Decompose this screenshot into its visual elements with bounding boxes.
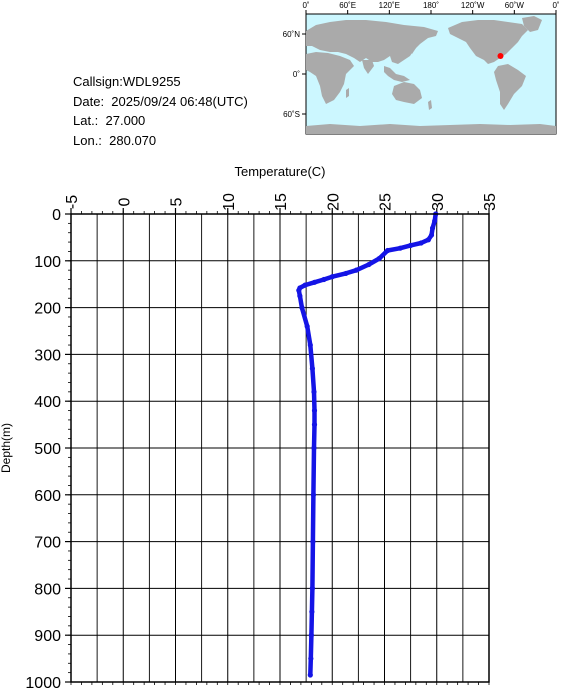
x-tick-label: -5 [64, 195, 81, 209]
landmass-indonesia [384, 66, 410, 82]
y-tick-label: 800 [34, 581, 61, 598]
data-point [408, 242, 414, 248]
data-point [310, 492, 317, 498]
x-tick-label: 0 [116, 197, 133, 206]
chart-ticks [65, 208, 490, 685]
chart-grid [71, 214, 489, 682]
map-lon-label: 120˚E [379, 1, 400, 10]
temperature-series [296, 211, 439, 678]
data-point [309, 609, 315, 615]
data-point [311, 422, 318, 428]
data-point [311, 407, 318, 414]
data-point [310, 539, 316, 545]
data-point [304, 323, 310, 329]
landmass-north-america [448, 20, 528, 64]
data-point [311, 445, 317, 451]
y-tick-label: 700 [34, 535, 61, 552]
map-lat-label: 0˚ [293, 70, 300, 79]
map-lon-ticks [305, 10, 557, 14]
world-map: 0˚ 60˚E 120˚E 180˚ 120˚W 60˚W 0˚ 60˚N 0˚ 60˚S [283, 1, 560, 135]
y-tick-label: 900 [34, 628, 61, 645]
data-point [397, 245, 403, 251]
map-lat-label: 60˚S [283, 110, 300, 119]
data-point [308, 656, 314, 662]
map-lon-label: 120˚W [461, 1, 485, 10]
landmass-madagascar [346, 88, 349, 98]
landmass-africa [306, 52, 354, 104]
map-lat-ticks [302, 33, 306, 115]
map-lon-label: 0˚ [302, 1, 309, 10]
x-tick-label: 10 [221, 193, 238, 211]
y-tick-label: 1000 [25, 675, 61, 690]
map-lat-label: 60˚N [283, 30, 301, 39]
data-point [311, 279, 318, 285]
data-point [366, 261, 372, 268]
landmass-antarctica [306, 124, 556, 134]
y-tick-label: 400 [34, 394, 61, 411]
x-axis-title: Temperature(C) [234, 164, 325, 179]
station-marker [497, 53, 504, 59]
y-axis-title: Depth(m) [0, 423, 13, 473]
y-tick-label: 500 [34, 441, 61, 458]
landmass-india [362, 60, 374, 74]
x-tick-label: 30 [430, 193, 447, 211]
landmass-greenland [522, 16, 542, 32]
y-tick-labels: 0 100 200 300 400 500 600 700 800 900 1000 [25, 207, 61, 690]
data-point [343, 270, 349, 277]
map-lon-label: 60˚W [505, 1, 525, 10]
data-point [309, 585, 315, 592]
x-tick-labels: -5 0 5 10 15 20 25 30 35 [64, 193, 499, 211]
data-point [297, 293, 303, 299]
plot-frame [70, 213, 490, 683]
data-point [311, 389, 317, 395]
data-point [299, 305, 305, 311]
temperature-profile-line [296, 211, 438, 678]
y-tick-label: 100 [34, 254, 61, 271]
data-point [302, 282, 308, 288]
data-point [432, 218, 438, 224]
landmass-eurasia [306, 20, 438, 64]
data-point [296, 287, 302, 293]
data-point [418, 240, 424, 246]
map-lon-label: 60˚E [339, 1, 356, 10]
map-lon-labels: 0˚ 60˚E 120˚E 180˚ 120˚W 60˚W 0˚ [302, 1, 559, 10]
landmass-south-america [494, 64, 526, 110]
data-point [425, 237, 431, 243]
y-tick-label: 600 [34, 488, 61, 505]
x-tick-label: 20 [325, 193, 342, 211]
x-tick-label: 15 [273, 193, 290, 211]
data-point [307, 342, 313, 348]
date-text: Date: 2025/09/24 06:48(UTC) [73, 93, 248, 109]
callsign-text: Callsign:WDL9255 [73, 74, 181, 89]
y-tick-label: 200 [34, 301, 61, 318]
data-point [385, 247, 391, 254]
landmass-new-zealand [428, 100, 432, 110]
station-info: Callsign:WDL9255 Date: 2025/09/24 06:48(… [73, 72, 248, 150]
data-point [308, 632, 314, 638]
x-tick-label: 5 [169, 197, 186, 206]
data-point [329, 274, 335, 280]
data-point [429, 225, 436, 231]
y-tick-label: 300 [34, 347, 61, 364]
lon-text: Lon.: 280.070 [73, 132, 157, 148]
y-tick-label: 0 [52, 207, 61, 224]
x-tick-label: 35 [482, 193, 499, 211]
data-point [307, 672, 313, 678]
lat-text: Lat.: 27.000 [73, 113, 146, 129]
map-lon-label: 180˚ [423, 1, 439, 10]
data-point [353, 267, 359, 273]
map-lat-labels: 60˚N 0˚ 60˚S [283, 30, 301, 119]
data-point [376, 255, 382, 262]
landmass-japan [410, 42, 416, 54]
map-lon-label: 0˚ [552, 1, 559, 10]
landmass-australia [392, 82, 422, 104]
map-marker-layer [497, 53, 504, 59]
data-point [321, 276, 327, 283]
map-land [306, 16, 556, 134]
data-point [428, 232, 435, 238]
x-tick-label: 25 [378, 193, 395, 211]
data-point [309, 365, 315, 372]
